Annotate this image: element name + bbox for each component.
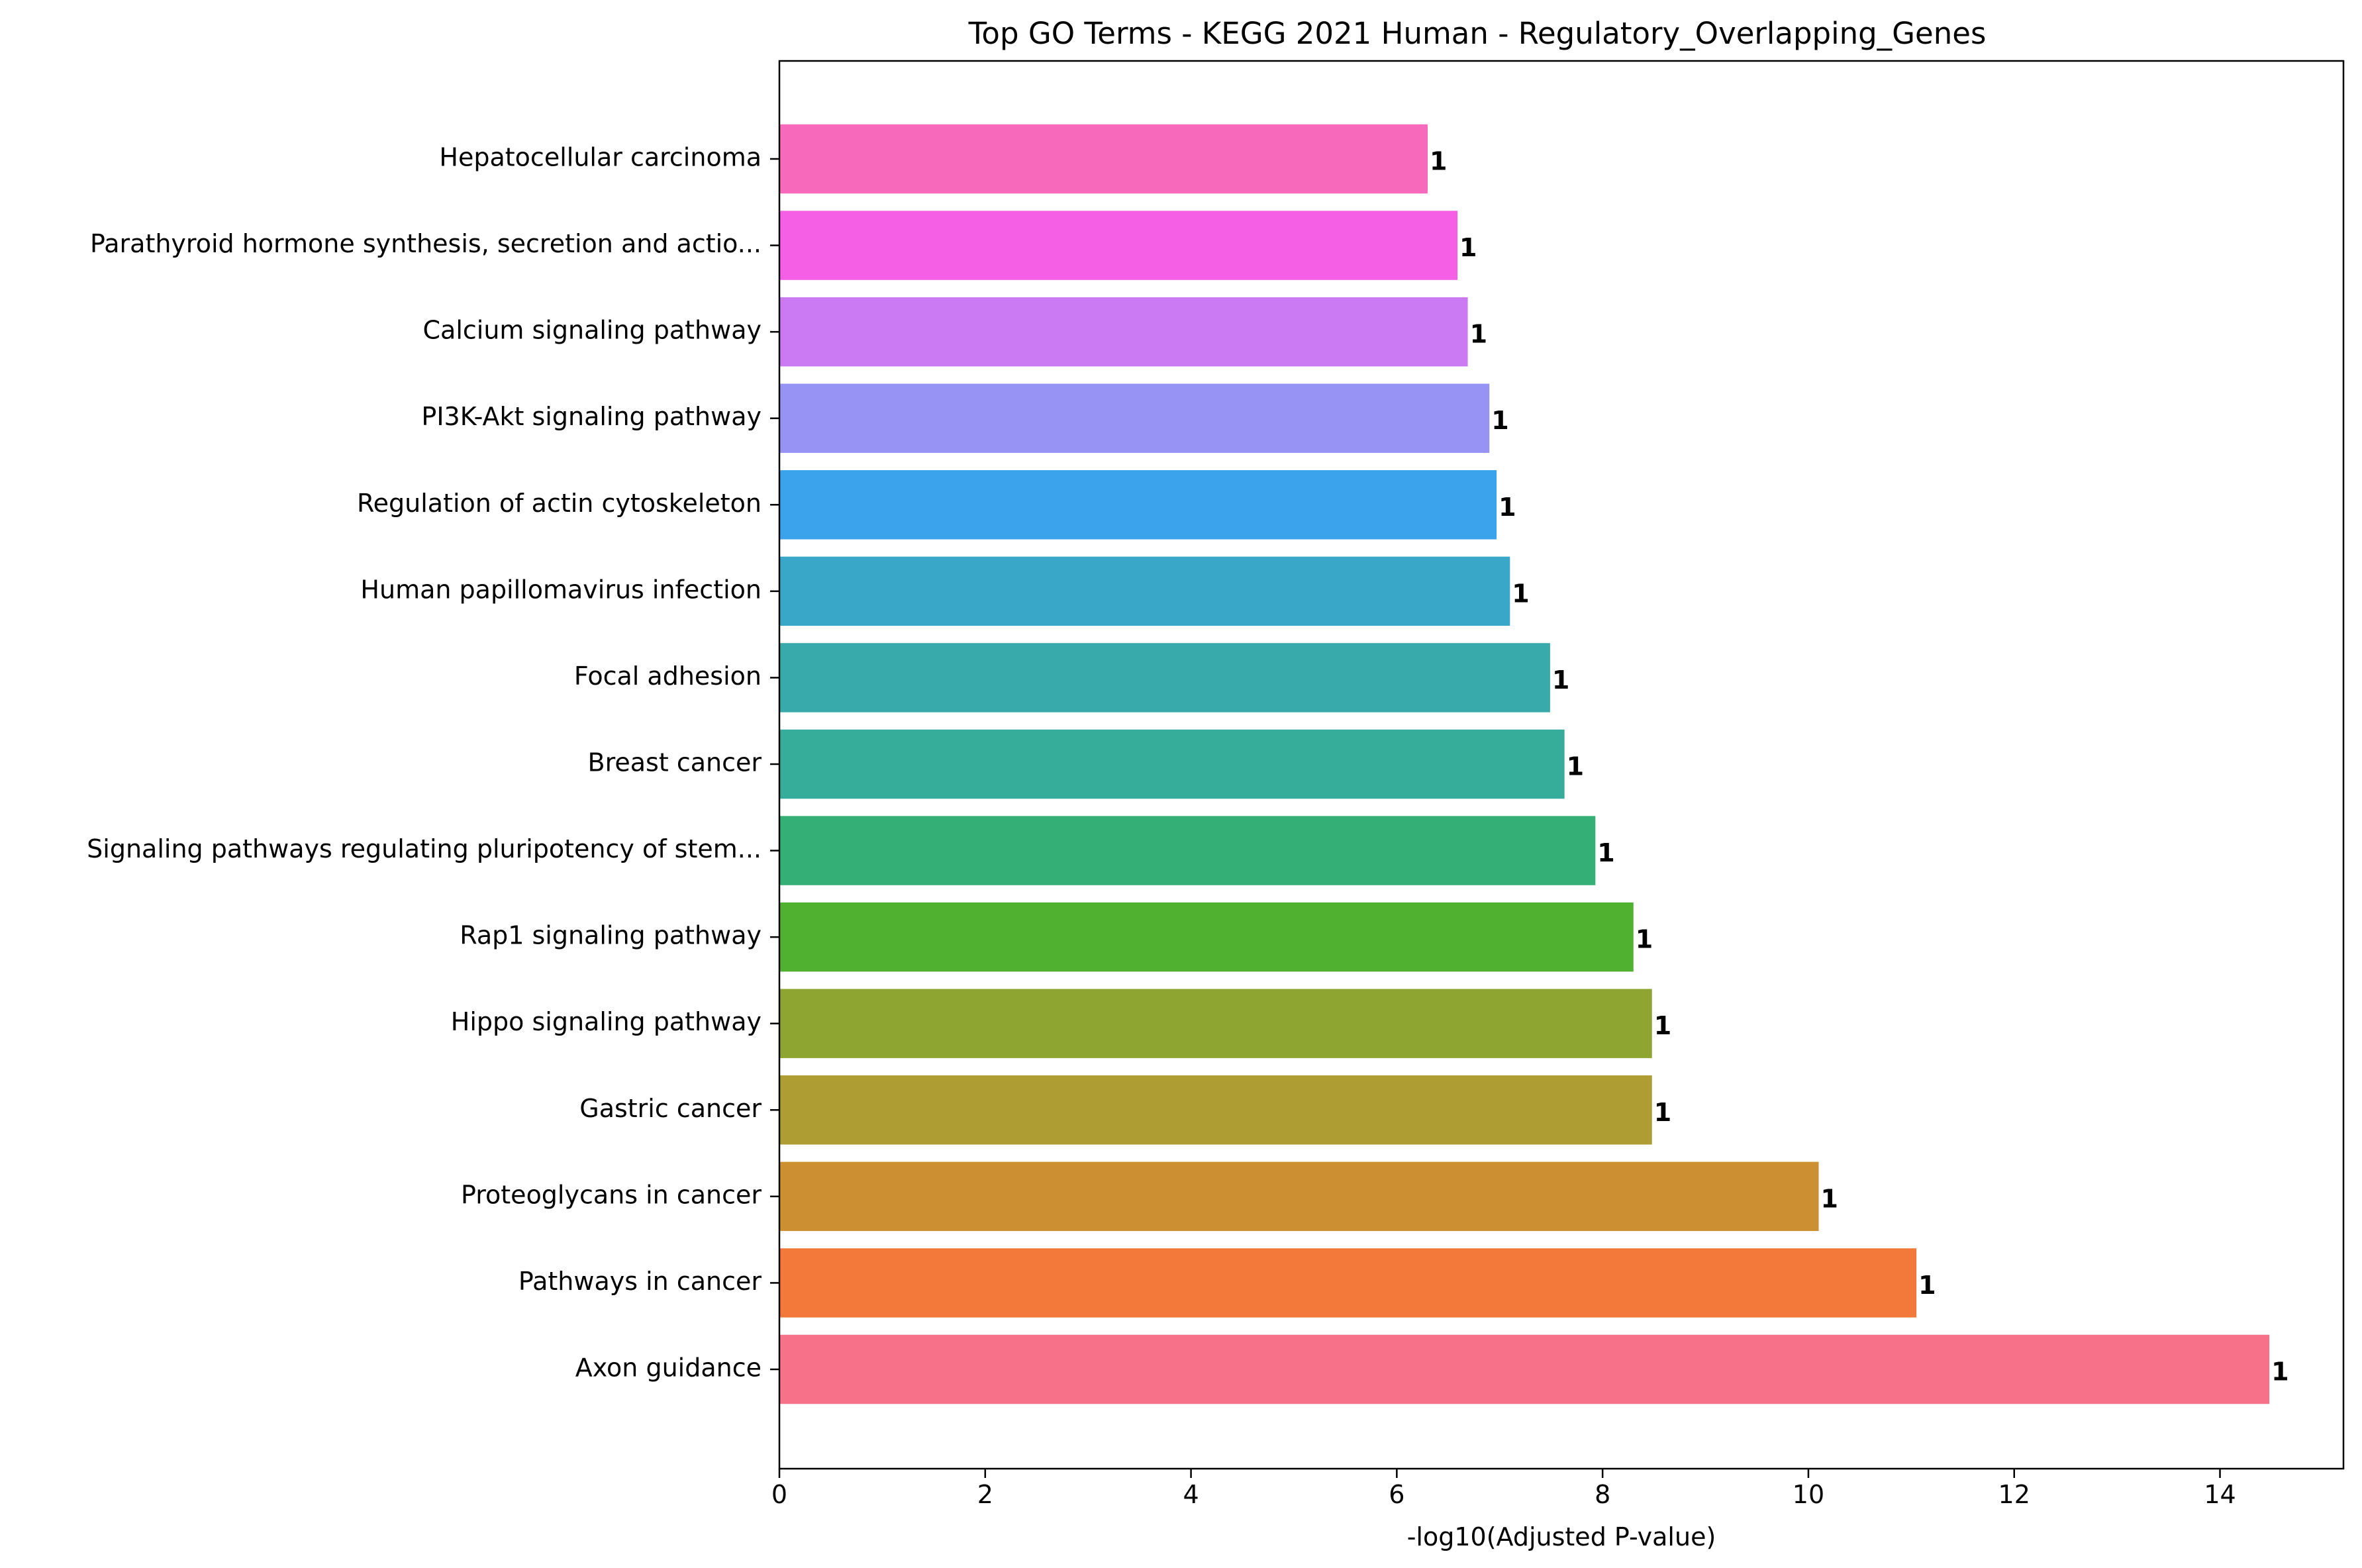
y-tick-label-10: Regulation of actin cytoskeleton bbox=[357, 489, 762, 518]
y-tick-label-11: PI3K-Akt signaling pathway bbox=[421, 402, 762, 431]
data-label-3: 1 bbox=[1654, 1098, 1671, 1127]
bar-6 bbox=[779, 816, 1596, 885]
bar-5 bbox=[779, 902, 1634, 972]
y-tick-label-0: Axon guidance bbox=[575, 1353, 762, 1383]
bar-9 bbox=[779, 556, 1510, 626]
bar-4 bbox=[779, 989, 1652, 1058]
y-tick-label-13: Parathyroid hormone synthesis, secretion… bbox=[90, 229, 762, 258]
x-tick-label-3: 6 bbox=[1389, 1480, 1404, 1509]
x-tick-label-1: 2 bbox=[977, 1480, 993, 1509]
y-tick-label-4: Hippo signaling pathway bbox=[451, 1007, 762, 1036]
data-label-6: 1 bbox=[1597, 838, 1614, 867]
bar-0 bbox=[779, 1334, 2270, 1404]
bar-1 bbox=[779, 1248, 1917, 1318]
data-label-10: 1 bbox=[1499, 493, 1516, 522]
plot-frame bbox=[778, 60, 2345, 1470]
data-label-0: 1 bbox=[2271, 1357, 2288, 1387]
data-label-2: 1 bbox=[1820, 1184, 1838, 1213]
y-tick-label-9: Human papillomavirus infection bbox=[360, 575, 762, 604]
y-tick-label-5: Rap1 signaling pathway bbox=[460, 921, 762, 950]
chart-title: Top GO Terms - KEGG 2021 Human - Regulat… bbox=[968, 16, 1987, 51]
y-tick-label-14: Hepatocellular carcinoma bbox=[439, 143, 762, 172]
y-tick-label-8: Focal adhesion bbox=[574, 662, 762, 691]
data-label-1: 1 bbox=[1918, 1271, 1936, 1300]
data-labels-layer: 1 1 1 1 1 1 1 1 1 1 1 1 1 1 1 bbox=[1430, 147, 2289, 1387]
y-tick-label-12: Calcium signaling pathway bbox=[423, 316, 762, 345]
data-label-14: 1 bbox=[1430, 147, 1447, 176]
bar-14 bbox=[779, 124, 1428, 194]
x-tick-label-6: 12 bbox=[1998, 1480, 2030, 1509]
data-label-7: 1 bbox=[1567, 752, 1584, 781]
bar-2 bbox=[779, 1161, 1819, 1232]
y-tick-label-3: Gastric cancer bbox=[579, 1094, 762, 1123]
x-tick-label-2: 4 bbox=[1183, 1480, 1199, 1509]
y-axis: Axon guidance Pathways in cancer Proteogly… bbox=[87, 143, 779, 1383]
bar-3 bbox=[779, 1075, 1652, 1145]
data-label-11: 1 bbox=[1491, 406, 1508, 435]
data-label-8: 1 bbox=[1552, 665, 1569, 695]
x-tick-label-0: 0 bbox=[771, 1480, 787, 1509]
x-tick-label-4: 8 bbox=[1595, 1480, 1610, 1509]
bar-11 bbox=[779, 383, 1490, 453]
bar-10 bbox=[779, 470, 1497, 540]
data-label-13: 1 bbox=[1459, 233, 1477, 262]
x-axis-label: -log10(Adjusted P-value) bbox=[1407, 1522, 1716, 1551]
x-tick-label-7: 14 bbox=[2204, 1480, 2236, 1509]
bar-13 bbox=[779, 211, 1458, 280]
data-label-9: 1 bbox=[1512, 579, 1529, 608]
bar-7 bbox=[779, 729, 1565, 799]
x-axis: 0 2 4 6 8 10 12 14 bbox=[771, 1469, 2236, 1509]
y-tick-label-7: Breast cancer bbox=[588, 748, 762, 777]
bar-8 bbox=[779, 643, 1550, 712]
bar-12 bbox=[779, 297, 1468, 367]
data-label-12: 1 bbox=[1470, 320, 1487, 349]
x-tick-label-5: 10 bbox=[1793, 1480, 1824, 1509]
y-tick-label-1: Pathways in cancer bbox=[518, 1267, 762, 1296]
data-label-4: 1 bbox=[1654, 1011, 1671, 1040]
y-tick-label-6: Signaling pathways regulating pluripoten… bbox=[87, 834, 762, 863]
data-label-5: 1 bbox=[1636, 925, 1653, 954]
y-tick-label-2: Proteoglycans in cancer bbox=[461, 1180, 762, 1209]
bars-layer bbox=[779, 124, 2270, 1404]
